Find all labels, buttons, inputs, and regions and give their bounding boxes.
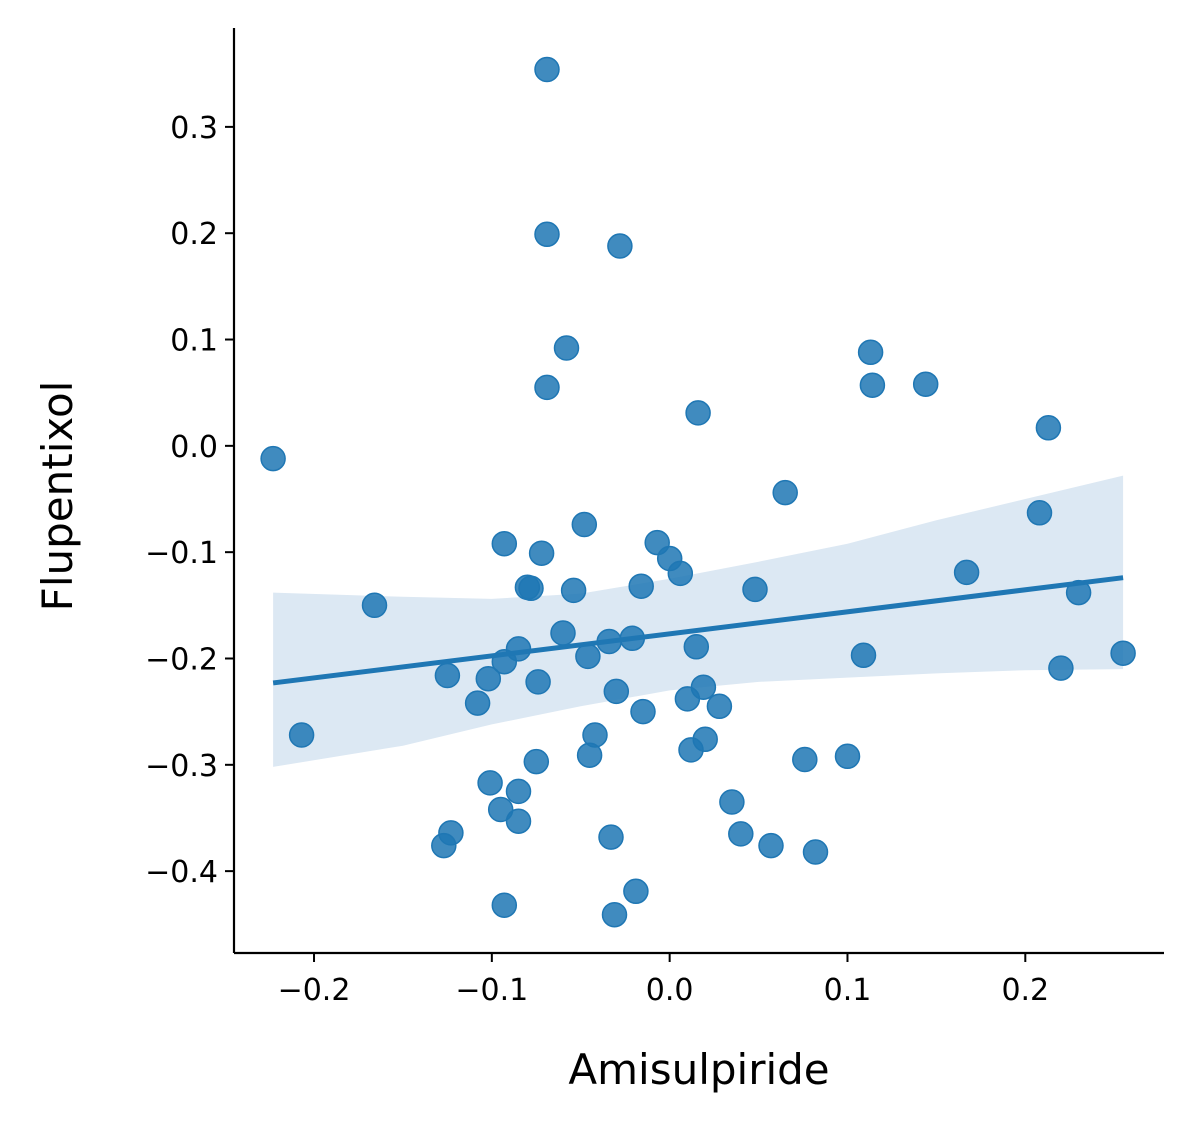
scatter-point bbox=[575, 643, 601, 670]
scatter-point bbox=[607, 233, 633, 259]
y-tick-label: −0.2 bbox=[145, 642, 218, 677]
scatter-point bbox=[523, 748, 550, 775]
scatter-point bbox=[728, 821, 754, 847]
y-tick-label: −0.4 bbox=[145, 855, 218, 890]
scatter-point bbox=[491, 530, 518, 557]
y-axis-title: Flupentixol bbox=[33, 381, 82, 612]
y-tick-label: 0.0 bbox=[170, 430, 218, 465]
scatter-point bbox=[678, 737, 704, 763]
scatter-point bbox=[361, 592, 388, 619]
scatter-point bbox=[477, 770, 503, 796]
regression-line-layer bbox=[272, 575, 1124, 686]
scatter-point bbox=[706, 693, 733, 720]
scatter-point bbox=[859, 372, 886, 398]
scatter-point bbox=[571, 511, 598, 538]
scatter-point bbox=[534, 374, 560, 401]
scatter-point bbox=[1035, 415, 1062, 441]
scatter-point bbox=[491, 892, 518, 918]
scatter-point bbox=[630, 698, 656, 725]
scatter-point bbox=[505, 778, 532, 805]
scatter-point bbox=[834, 743, 861, 770]
scatter-point bbox=[553, 335, 580, 361]
scatter-point bbox=[628, 573, 654, 599]
scatter-point bbox=[758, 832, 784, 859]
confidence-band-layer bbox=[273, 475, 1124, 767]
scatter-point bbox=[792, 746, 818, 773]
scatter-point bbox=[802, 839, 829, 865]
scatter-point bbox=[434, 662, 461, 689]
y-tick-label: 0.1 bbox=[170, 324, 218, 359]
scatter-point bbox=[525, 669, 551, 695]
scatter-point bbox=[857, 339, 884, 366]
points-layer bbox=[260, 56, 1136, 928]
x-tick-label: 0.2 bbox=[1001, 973, 1049, 1008]
scatter-point bbox=[685, 400, 711, 426]
scatter-point bbox=[560, 577, 587, 604]
x-axis-title: Amisulpiride bbox=[568, 1045, 829, 1094]
y-tick-label: −0.1 bbox=[145, 536, 218, 571]
scatter-point bbox=[464, 690, 491, 716]
y-tick-label: 0.3 bbox=[170, 111, 218, 146]
scatter-point bbox=[431, 832, 457, 859]
scatter-point bbox=[518, 575, 544, 602]
scatter-point bbox=[288, 722, 315, 748]
scatter-point bbox=[550, 620, 576, 646]
scatter-point bbox=[1026, 500, 1053, 526]
x-tick-label: −0.2 bbox=[278, 973, 351, 1008]
scatter-point bbox=[487, 796, 514, 823]
scatter-point bbox=[601, 901, 628, 928]
x-ticks: −0.2 −0.1 0.0 0.1 0.2 bbox=[278, 953, 1049, 1008]
x-tick-label: 0.0 bbox=[646, 973, 694, 1008]
axes bbox=[232, 28, 1164, 955]
regression-line bbox=[272, 575, 1124, 686]
scatter-point bbox=[623, 878, 649, 905]
scatter-point bbox=[667, 560, 694, 587]
scatter-point bbox=[674, 686, 701, 712]
scatter-point bbox=[475, 665, 502, 692]
scatter-point bbox=[742, 576, 768, 603]
y-tick-label: 0.2 bbox=[170, 217, 218, 252]
scatter-point bbox=[534, 221, 560, 248]
scatter-point bbox=[912, 371, 939, 397]
scatter-point bbox=[1048, 655, 1074, 681]
scatter-point bbox=[772, 479, 798, 506]
scatter-point bbox=[1065, 579, 1092, 606]
y-ticks: −0.4 −0.3 −0.2 −0.1 0.0 0.1 0.2 0.3 bbox=[145, 111, 234, 890]
scatter-point bbox=[1110, 640, 1136, 666]
scatter-point bbox=[953, 559, 980, 586]
scatter-point bbox=[505, 808, 532, 834]
scatter-point bbox=[719, 789, 745, 815]
x-tick-label: 0.1 bbox=[824, 973, 872, 1008]
confidence-band bbox=[273, 475, 1124, 767]
y-tick-label: −0.3 bbox=[145, 749, 218, 784]
x-tick-label: −0.1 bbox=[455, 973, 528, 1008]
scatter-point bbox=[576, 742, 603, 768]
scatter-point bbox=[534, 56, 560, 83]
scatter-point bbox=[683, 634, 710, 660]
scatter-point bbox=[260, 445, 286, 472]
scatter-point bbox=[528, 540, 555, 566]
scatter-point bbox=[603, 678, 630, 705]
scatter-point bbox=[850, 642, 877, 669]
scatter-point bbox=[598, 824, 624, 850]
